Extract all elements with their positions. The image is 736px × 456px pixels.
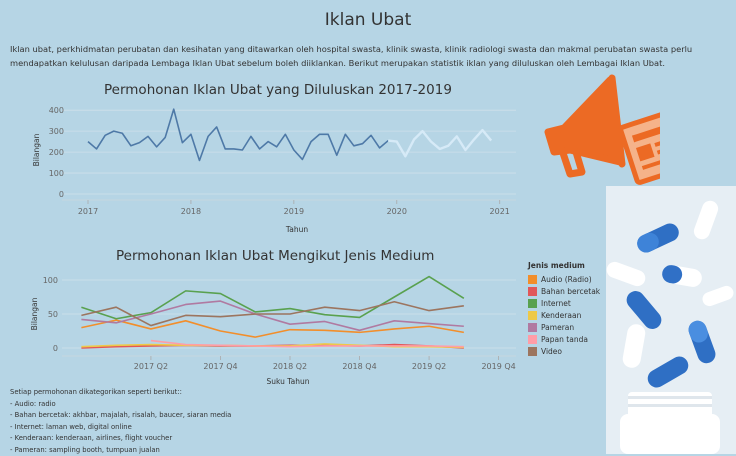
legend-swatch (528, 287, 537, 296)
chart2-x-label: Suku Tahun (267, 377, 310, 386)
legend-label: Internet (541, 299, 571, 308)
pills-icon (606, 186, 736, 454)
legend-title: Jenis medium (528, 261, 618, 270)
legend: Jenis medium Audio (Radio) Bahan bercetak… (528, 261, 618, 357)
legend-label: Audio (Radio) (541, 275, 592, 284)
chart2-y-tick: 50 (48, 310, 58, 319)
legend-label: Papan tanda (541, 335, 588, 344)
category-notes: Setiap permohonan dikategorikan seperti … (10, 387, 231, 456)
legend-swatch (528, 311, 537, 320)
legend-swatch (528, 347, 537, 356)
chart2-x-tick: 2019 Q2 (412, 362, 446, 371)
chart2-series-line (81, 277, 463, 319)
legend-label: Video (541, 347, 562, 356)
legend-item[interactable]: Kenderaan (528, 309, 618, 321)
note-line: - Kenderaan: kenderaan, airlines, flight… (10, 433, 231, 445)
chart2-x-tick: 2018 Q2 (273, 362, 307, 371)
legend-swatch (528, 275, 537, 284)
chart2-y-tick: 0 (53, 344, 58, 353)
chart2-x-tick: 2017 Q2 (134, 362, 168, 371)
chart2-series-line (81, 320, 463, 337)
chart2-x-tick: 2017 Q4 (203, 362, 237, 371)
legend-item[interactable]: Pameran (528, 321, 618, 333)
legend-swatch (528, 299, 537, 308)
chart2-y-label: Bilangan (30, 297, 39, 330)
note-line: - Internet: laman web, digital online (10, 422, 231, 434)
legend-item[interactable]: Video (528, 345, 618, 357)
note-line: - Bahan bercetak: akhbar, majalah, risal… (10, 410, 231, 422)
legend-swatch (528, 335, 537, 344)
chart2-x-tick: 2018 Q4 (342, 362, 376, 371)
legend-item[interactable]: Internet (528, 297, 618, 309)
legend-swatch (528, 323, 537, 332)
legend-item[interactable]: Bahan bercetak (528, 285, 618, 297)
legend-item[interactable]: Audio (Radio) (528, 273, 618, 285)
chart2-x-tick: 2019 Q4 (481, 362, 515, 371)
chart2-y-tick: 100 (43, 276, 58, 285)
legend-label: Pameran (541, 323, 574, 332)
note-line: Setiap permohonan dikategorikan seperti … (10, 387, 231, 399)
legend-label: Bahan bercetak (541, 287, 600, 296)
legend-label: Kenderaan (541, 311, 581, 320)
note-line: - Audio: radio (10, 399, 231, 411)
legend-item[interactable]: Papan tanda (528, 333, 618, 345)
note-line: - Pameran: sampling booth, tumpuan juala… (10, 445, 231, 456)
